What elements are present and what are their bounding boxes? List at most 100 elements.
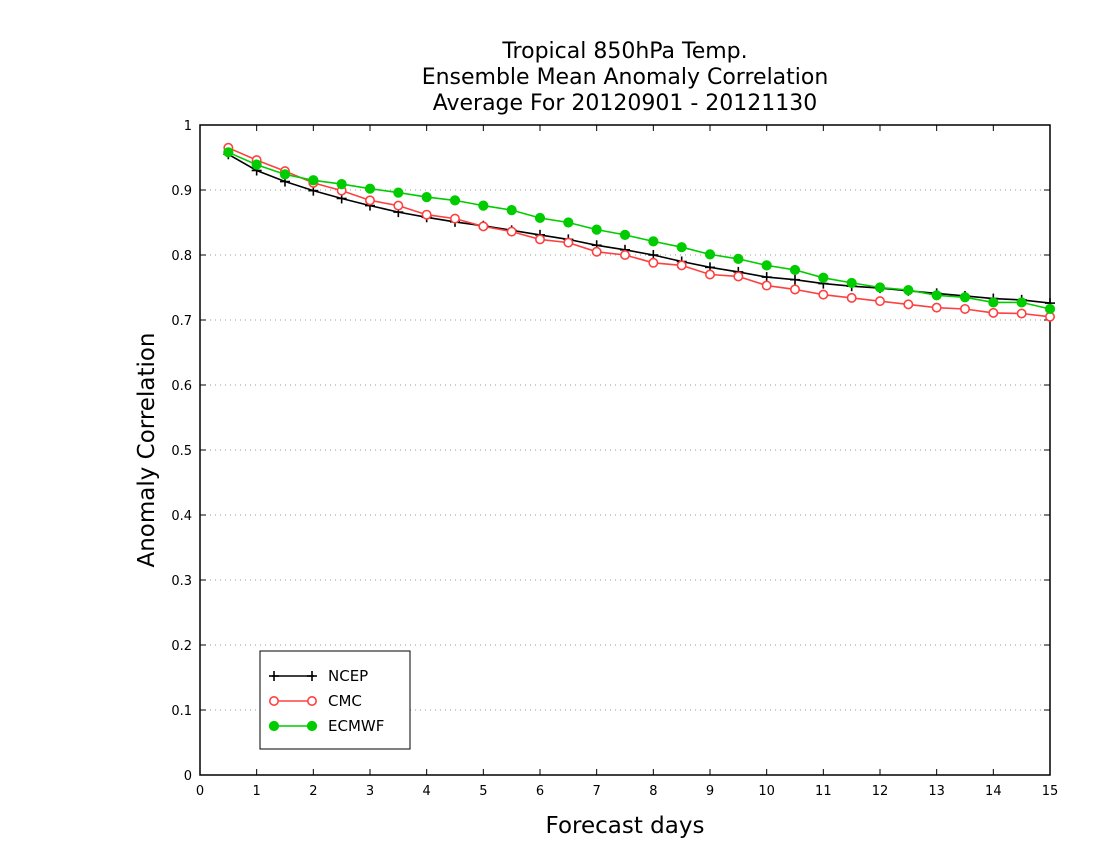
chart-title-line-3: Average For 20120901 - 20121130 — [433, 91, 818, 116]
data-point-cmc — [931, 302, 942, 313]
y-tick-label: 0.2 — [171, 639, 192, 654]
data-point-ecmwf — [676, 242, 687, 253]
series-ecmwf — [223, 147, 1056, 315]
data-point-cmc — [761, 280, 772, 291]
x-tick-label: 7 — [593, 784, 601, 799]
legend-marker — [268, 720, 280, 732]
data-point-ecmwf — [988, 297, 999, 308]
x-tick-label: 4 — [423, 784, 431, 799]
legend-item-ecmwf: ECMWF — [268, 717, 384, 735]
data-point-ecmwf — [619, 229, 631, 240]
legend-marker — [306, 695, 317, 706]
legend-item-cmc: CMC — [268, 692, 362, 710]
legend-label-ncep: NCEP — [328, 667, 368, 685]
data-point-ecmwf — [1016, 297, 1027, 308]
series-line-ncep — [227, 153, 1051, 304]
x-axis-title: Forecast days — [546, 813, 705, 839]
x-tick-label: 14 — [985, 784, 1002, 799]
y-tick-label: 0.1 — [171, 704, 192, 719]
data-point-cmc — [676, 260, 687, 271]
chart-title-line-2: Ensemble Mean Anomaly Correlation — [422, 65, 829, 90]
y-tick-label: 0.5 — [171, 444, 192, 459]
data-point-cmc — [874, 296, 885, 307]
x-tick-label: 12 — [872, 784, 889, 799]
data-point-ecmwf — [534, 212, 546, 224]
data-point-cmc — [704, 269, 715, 280]
y-tick-label: 0.3 — [171, 574, 192, 589]
data-point-ecmwf — [704, 249, 716, 260]
series-line-ecmwf — [227, 151, 1051, 310]
chart-title: Tropical 850hPa Temp. Ensemble Mean Anom… — [422, 39, 829, 116]
data-point-ecmwf — [393, 187, 404, 198]
x-tick-label: 5 — [479, 784, 487, 799]
data-point-ecmwf — [761, 260, 772, 271]
data-point-ecmwf — [931, 290, 942, 301]
y-tick-label: 1 — [184, 119, 192, 134]
data-point-ecmwf — [648, 236, 659, 247]
x-tick-label: 1 — [253, 784, 261, 799]
data-point-ecmwf — [733, 253, 744, 264]
data-point-cmc — [449, 213, 460, 224]
data-point-ecmwf — [1044, 303, 1056, 315]
data-point-ecmwf — [903, 285, 914, 296]
data-point-cmc — [988, 307, 999, 318]
x-tick-label: 6 — [536, 784, 544, 799]
x-tick-label: 10 — [758, 784, 775, 799]
data-point-ecmwf — [223, 147, 234, 158]
y-axis-title: Anomaly Correlation — [134, 332, 160, 567]
data-point-ecmwf — [506, 205, 517, 216]
data-point-ecmwf — [591, 224, 602, 235]
data-point-ecmwf — [364, 183, 376, 194]
legend-item-ncep: NCEP — [269, 667, 368, 685]
data-point-cmc — [421, 209, 432, 220]
data-point-cmc — [619, 250, 630, 261]
data-point-ecmwf — [563, 217, 574, 228]
series-line-cmc — [227, 147, 1051, 318]
data-point-ecmwf — [421, 192, 432, 203]
y-tick-label: 0.4 — [171, 509, 192, 524]
data-point-cmc — [1016, 308, 1027, 319]
data-point-cmc — [789, 284, 800, 295]
data-point-cmc — [591, 246, 602, 257]
data-point-cmc — [506, 226, 517, 237]
data-point-cmc — [648, 257, 659, 268]
data-point-ecmwf — [279, 169, 291, 180]
x-tick-label: 2 — [309, 784, 317, 799]
chart-title-line-1: Tropical 850hPa Temp. — [501, 39, 747, 64]
data-point-ecmwf — [478, 200, 489, 211]
data-series — [223, 142, 1056, 322]
data-point-cmc — [534, 234, 545, 245]
data-point-ncep — [790, 274, 800, 285]
data-point-cmc — [903, 299, 914, 310]
data-point-ecmwf — [818, 272, 829, 283]
legend-label-ecmwf: ECMWF — [328, 717, 384, 735]
legend-marker — [307, 671, 317, 681]
legend-marker — [268, 695, 279, 706]
y-tick-label: 0 — [184, 769, 192, 784]
data-point-cmc — [959, 303, 970, 314]
data-point-ecmwf — [308, 175, 319, 186]
data-point-ecmwf — [789, 264, 801, 276]
x-tick-label: 9 — [706, 784, 714, 799]
x-tick-label: 3 — [366, 784, 374, 799]
y-tick-label: 0.6 — [171, 379, 192, 394]
x-axis-ticks: 0 1 2 3 4 5 6 7 8 9 10 11 12 13 14 15 — [196, 125, 1058, 799]
series-ncep — [223, 149, 1055, 309]
data-point-cmc — [393, 200, 404, 211]
y-tick-label: 0.8 — [171, 249, 192, 264]
data-point-ecmwf — [874, 282, 886, 293]
y-tick-label: 0.7 — [171, 314, 192, 329]
data-point-cmc — [846, 292, 857, 303]
data-point-ecmwf — [336, 179, 347, 190]
data-point-ecmwf — [846, 277, 857, 289]
legend-label-cmc: CMC — [328, 692, 362, 710]
y-axis-ticks: 0 0.1 0.2 0.3 0.4 0.5 0.6 0.7 0.8 0.9 1 — [171, 119, 1050, 784]
grid — [200, 189, 1050, 711]
x-tick-label: 8 — [649, 784, 657, 799]
data-point-ecmwf — [959, 292, 971, 303]
legend: NCEP CMC ECMWF — [259, 650, 411, 750]
legend-box — [259, 650, 411, 750]
x-tick-label: 15 — [1042, 784, 1059, 799]
data-point-ecmwf — [251, 159, 262, 170]
